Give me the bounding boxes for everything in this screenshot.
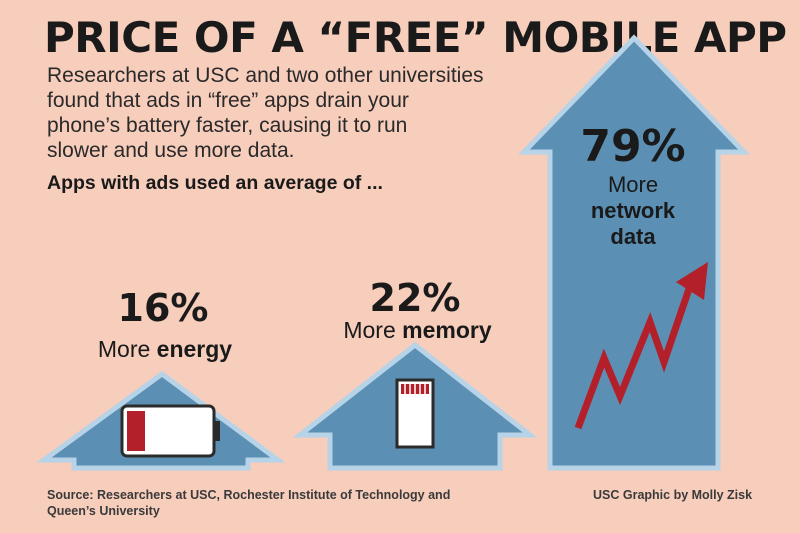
memory-card-icon — [395, 378, 435, 449]
network-caption-emphasis-1: network — [590, 198, 676, 223]
trend-up-arrow-icon — [574, 262, 708, 430]
memory-percent: 22% — [369, 276, 461, 320]
battery-icon — [120, 404, 220, 458]
intro-line: found that ads in “free” apps drain your — [47, 89, 409, 112]
energy-caption-prefix: More — [97, 336, 151, 362]
infographic-title: PRICE OF A “FREE” MOBILE APP — [44, 13, 787, 62]
network-caption-prefix: More — [607, 172, 659, 197]
intro-line: slower and use more data. — [47, 139, 295, 162]
memory-caption-prefix: More — [343, 317, 396, 343]
energy-percent: 16% — [117, 286, 209, 330]
intro-line: phone’s battery faster, causing it to ru… — [47, 114, 408, 137]
network-caption-emphasis-2: data — [610, 224, 656, 249]
network-arrow-shape — [518, 34, 750, 471]
energy-caption: More energy — [80, 335, 250, 363]
source-line: Queen’s University — [47, 504, 160, 518]
intro-line: Researchers at USC and two other univers… — [47, 64, 484, 87]
network-percent: 79% — [580, 121, 686, 172]
lead-text: Apps with ads used an average of ... — [47, 172, 383, 194]
intro-paragraph: Researchers at USC and two other univers… — [47, 63, 497, 163]
source-line: Source: Researchers at USC, Rochester In… — [47, 488, 451, 502]
graphic-credit: USC Graphic by Molly Zisk — [593, 488, 753, 502]
energy-caption-emphasis: energy — [156, 336, 233, 362]
memory-caption: More memory — [330, 316, 505, 344]
network-stat: 79% More network data — [558, 122, 708, 250]
source-note: Source: Researchers at USC, Rochester In… — [47, 487, 507, 519]
memory-caption-emphasis: memory — [402, 317, 492, 343]
